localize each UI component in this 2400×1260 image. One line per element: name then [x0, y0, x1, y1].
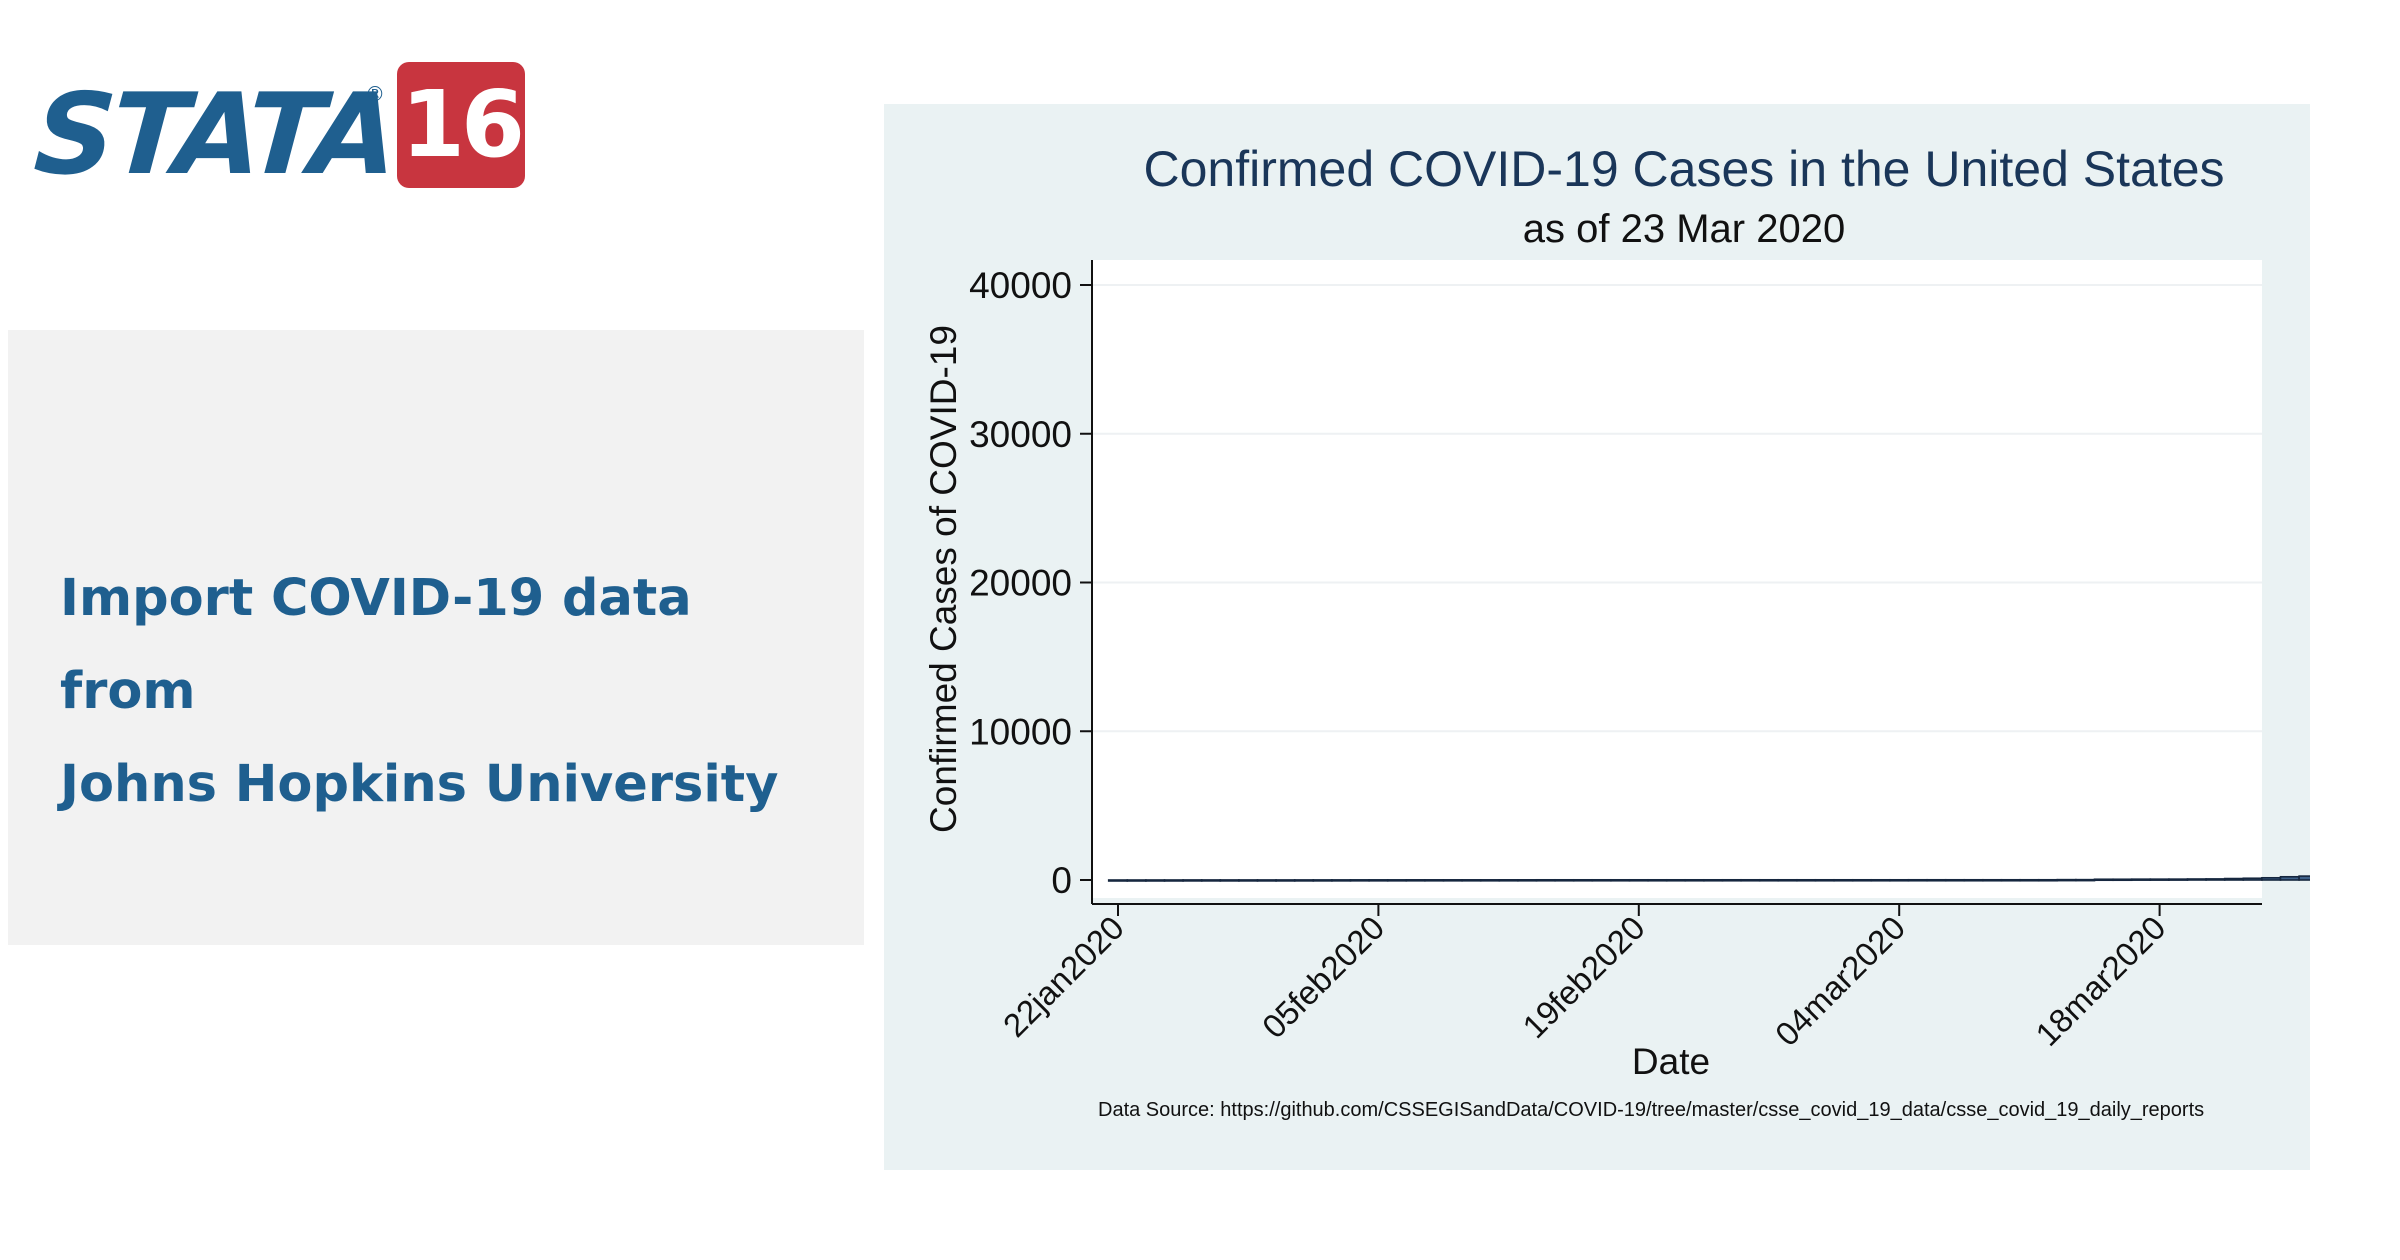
- bar: [2037, 878, 2059, 882]
- bar: [2223, 877, 2245, 881]
- bar: [1591, 878, 1612, 882]
- x-tick-label: 05feb2020: [1255, 909, 1391, 1045]
- bar: [1498, 879, 1519, 882]
- logo-wordmark: STATA: [30, 70, 399, 200]
- y-tick-label: 20000: [969, 563, 1072, 604]
- chart-panel: Confirmed COVID-19 Cases in the United S…: [884, 104, 2310, 1170]
- bar: [1535, 878, 1556, 882]
- intro-panel: Import COVID-19 data from Johns Hopkins …: [8, 330, 864, 945]
- bar: [1926, 878, 1947, 882]
- bar: [1479, 879, 1501, 882]
- x-tick-label: 04mar2020: [1768, 909, 1912, 1053]
- bar: [1461, 879, 1482, 882]
- bar: [1386, 879, 1408, 882]
- bar: [2298, 875, 2310, 881]
- bar: [1889, 878, 1910, 882]
- bar: [1145, 879, 1166, 882]
- bar: [1851, 878, 1873, 882]
- y-axis-label: Confirmed Cases of COVID-19: [923, 325, 964, 833]
- bar: [2279, 875, 2300, 881]
- data-source-note: Data Source: https://github.com/CSSEGISa…: [1098, 1099, 2204, 1121]
- bar: [1293, 879, 1315, 882]
- bar: [2056, 878, 2077, 882]
- bar: [1517, 879, 1538, 882]
- bar: [1331, 879, 1352, 882]
- grid-lines: [1092, 284, 2262, 733]
- bar: [2149, 878, 2170, 881]
- x-axis-label: Date: [1632, 1041, 1710, 1082]
- y-tick-label: 10000: [969, 711, 1072, 752]
- bar: [1703, 878, 1724, 882]
- bar: [2168, 878, 2189, 881]
- bar: [2130, 878, 2152, 881]
- bar: [1200, 879, 1222, 882]
- chart-subtitle: as of 23 Mar 2020: [1523, 207, 1845, 251]
- bar: [1107, 879, 1129, 882]
- bar: [1814, 878, 1835, 882]
- bar: [1963, 878, 1984, 882]
- bar: [1647, 878, 1668, 882]
- bar: [1424, 879, 1445, 882]
- bar: [1405, 879, 1426, 882]
- bar: [1554, 878, 1575, 882]
- x-tick-label: 19feb2020: [1515, 909, 1651, 1045]
- bar: [1684, 878, 1705, 882]
- bar: [2186, 878, 2207, 881]
- bar: [1312, 879, 1333, 882]
- bar: [1777, 878, 1798, 882]
- y-tick-label: 30000: [969, 414, 1072, 455]
- y-tick-label: 0: [1051, 860, 1072, 901]
- y-tick-label: 40000: [969, 265, 1072, 306]
- bar: [1182, 879, 1203, 882]
- bar: [1796, 878, 1817, 882]
- bar: [1758, 878, 1780, 882]
- bar: [1907, 878, 1928, 882]
- headline: Import COVID-19 data from Johns Hopkins …: [60, 552, 840, 831]
- bar: [1665, 878, 1687, 882]
- chart-title: Confirmed COVID-19 Cases in the United S…: [1143, 141, 2224, 197]
- y-axis-ticks: 0 10000 20000 30000 40000: [969, 265, 1092, 901]
- covid-bar-chart: Confirmed COVID-19 Cases in the United S…: [923, 141, 2310, 1121]
- bar: [1982, 878, 2003, 882]
- bar: [1572, 878, 1594, 882]
- plot-area: [1092, 260, 2262, 898]
- logo-registered-mark: ®: [365, 82, 385, 106]
- bar: [1238, 879, 1259, 882]
- bar: [2000, 878, 2021, 882]
- bar: [1163, 879, 1184, 882]
- logo-version-badge: 16: [397, 62, 525, 188]
- bar: [1944, 878, 1966, 882]
- bar: [1349, 879, 1370, 882]
- bar: [1368, 879, 1389, 882]
- headline-line-1: Import COVID-19 data from: [60, 569, 692, 721]
- bar: [2261, 876, 2282, 881]
- bar: [1833, 878, 1854, 882]
- x-tick-label: 18mar2020: [2028, 909, 2172, 1053]
- bar: [2019, 878, 2040, 882]
- bar: [1256, 879, 1277, 882]
- bar: [2075, 878, 2096, 882]
- bar: [1740, 878, 1761, 882]
- bar: [1219, 879, 1240, 882]
- bar: [1275, 879, 1296, 882]
- bar: [1721, 878, 1742, 882]
- x-axis-ticks: 22jan2020 05feb2020 19feb2020 04mar2020 18ma…: [996, 904, 2173, 1053]
- bar: [1628, 878, 1649, 882]
- headline-line-2: Johns Hopkins University: [60, 755, 779, 814]
- bar: [1610, 878, 1631, 882]
- bar: [2242, 877, 2263, 881]
- bar: [2112, 878, 2133, 882]
- stata-16-logo: STATA ® 16: [30, 62, 525, 200]
- x-tick-label: 22jan2020: [996, 909, 1131, 1044]
- bar: [1870, 878, 1891, 882]
- bar: [1126, 879, 1147, 882]
- bar: [2093, 878, 2114, 882]
- bar: [1442, 879, 1463, 882]
- bars: [1107, 875, 2310, 882]
- bar: [2205, 878, 2226, 881]
